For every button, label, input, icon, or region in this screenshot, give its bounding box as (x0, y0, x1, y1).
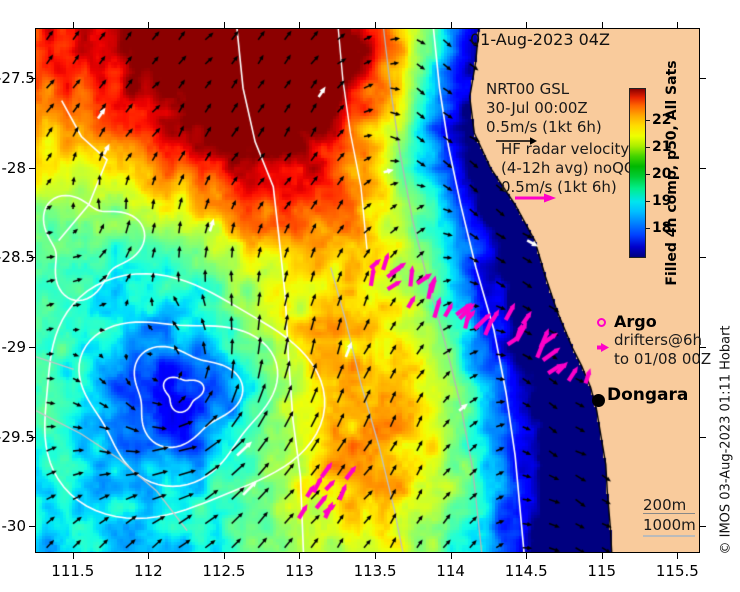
hf-radar-label-line1: HF radar velocity (501, 140, 630, 158)
drifter-symbol-icon (597, 343, 609, 352)
legend-drifters-label: drifters@6h (614, 331, 703, 349)
x-axis-tick-top (375, 22, 377, 28)
y-axis-tick (29, 346, 35, 348)
y-axis-label: -28.5 (0, 248, 35, 267)
dongara-label: Dongara (607, 385, 689, 405)
depth-1000m-line (643, 535, 695, 537)
y-axis-tick-right (700, 346, 706, 348)
colorbar-tick-label: 22 (652, 112, 672, 129)
colorbar-tick (646, 201, 650, 203)
y-axis-label: -30 (1, 517, 27, 536)
y-axis-tick (29, 526, 35, 528)
y-axis-tick-right (700, 436, 706, 438)
plot-title: 01-Aug-2023 04Z (470, 30, 610, 49)
x-axis-tick (148, 553, 150, 559)
x-axis-label: 114.5 (504, 562, 548, 580)
gsl-label-line2: 30-Jul 00:00Z (486, 99, 588, 117)
colorbar-tick-label: 19 (652, 193, 672, 210)
x-axis-label: 114 (436, 562, 465, 580)
x-axis-tick-top (72, 22, 74, 28)
credit-text: © IMOS 03-Aug-2023 01:11 Hobart (718, 325, 734, 555)
x-axis-tick (299, 553, 301, 559)
x-axis-label: 112.5 (202, 562, 246, 580)
x-axis-tick (72, 553, 74, 559)
depth-200m-label: 200m (643, 496, 687, 514)
y-axis-tick (29, 78, 35, 80)
x-axis-tick-top (526, 22, 528, 28)
gsl-label-line1: NRT00 GSL (486, 80, 570, 98)
y-axis-tick-right (700, 78, 706, 80)
gsl-reference-arrow (496, 137, 537, 145)
x-axis-label: 115.5 (655, 562, 699, 580)
y-axis-label: -29.5 (0, 427, 35, 446)
dongara-marker-dot (592, 394, 605, 407)
x-axis-label: 112 (134, 562, 163, 580)
x-axis-tick-top (148, 22, 150, 28)
x-axis-tick (526, 553, 528, 559)
colorbar-tick (646, 147, 650, 149)
colorbar-tick-label: 21 (652, 139, 672, 156)
hf-radar-reference-arrow (515, 193, 556, 203)
y-axis-label: -28 (1, 158, 27, 177)
y-axis-label: -29 (1, 337, 27, 356)
x-axis-label: 111.5 (51, 562, 95, 580)
hf-radar-scale-label: 0.5m/s (1kt 6h) (501, 178, 617, 196)
y-axis-tick-right (700, 257, 706, 259)
x-axis-tick (601, 553, 603, 559)
depth-200m-line (643, 513, 695, 514)
colorbar-tick (646, 174, 650, 176)
y-axis-tick (29, 167, 35, 169)
x-axis-tick (450, 553, 452, 559)
x-axis-tick (677, 553, 679, 559)
colorbar-tick-label: 20 (652, 166, 672, 183)
colorbar-tick (646, 120, 650, 122)
x-axis-tick (375, 553, 377, 559)
colorbar-tick (646, 228, 650, 230)
depth-1000m-label: 1000m (643, 516, 696, 534)
hf-radar-label-line2: (4-12h avg) noQC (501, 159, 635, 177)
y-axis-tick (29, 257, 35, 259)
vector-overlay-layer (36, 29, 699, 552)
x-axis-label: 113.5 (353, 562, 397, 580)
x-axis-tick-top (677, 22, 679, 28)
legend-argo-label: Argo (614, 312, 657, 331)
x-axis-label: 113 (285, 562, 314, 580)
y-axis-label: -27.5 (0, 69, 35, 88)
colorbar-tick-label: 18 (652, 220, 672, 237)
legend-period-label: to 01/08 00Z (614, 350, 712, 368)
x-axis-tick-top (450, 22, 452, 28)
legend-block: Argo drifters@6h to 01/08 00Z (614, 312, 711, 369)
y-axis-tick-right (700, 526, 706, 528)
colorbar (629, 88, 646, 258)
gsl-scale-label: 0.5m/s (1kt 6h) (486, 118, 602, 136)
x-axis-tick-top (223, 22, 225, 28)
y-axis-tick (29, 436, 35, 438)
argo-symbol-icon (597, 318, 606, 327)
x-axis-tick-top (601, 22, 603, 28)
depth-legend: 200m 1000m (643, 495, 696, 535)
x-axis-tick (223, 553, 225, 559)
map-plot-area[interactable] (35, 28, 700, 553)
x-axis-tick-top (299, 22, 301, 28)
x-axis-label: 115 (587, 562, 617, 580)
y-axis-tick-right (700, 167, 706, 169)
